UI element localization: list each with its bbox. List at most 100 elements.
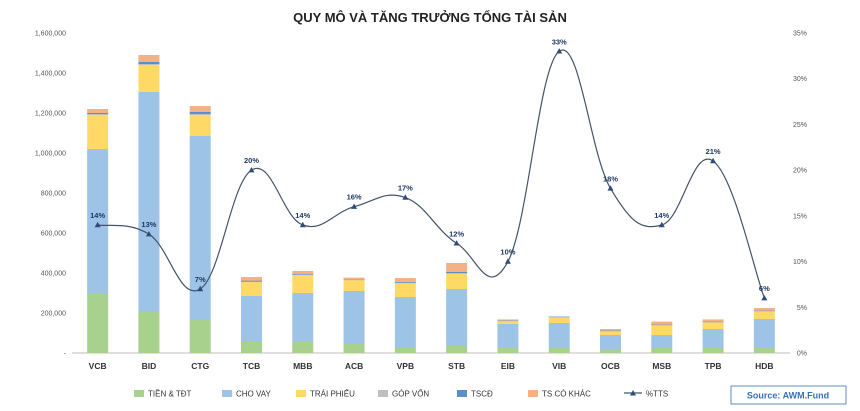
- x-category-label: BID: [142, 361, 157, 371]
- bar-mbb-series-5: [292, 271, 314, 274]
- bar-tpb-series-2: [702, 322, 724, 329]
- bar-hdb-series-4: [753, 310, 775, 312]
- legend-label: TS CÓ KHÁC: [542, 390, 591, 399]
- growth-marker: [402, 194, 409, 200]
- x-category-label: EIB: [501, 361, 515, 371]
- growth-marker: [248, 166, 255, 173]
- bar-vcb-series-0: [87, 294, 109, 353]
- growth-data-label: 6%: [759, 284, 770, 293]
- y2-tick-label: 0%: [797, 351, 807, 358]
- y2-tick-label: 35%: [793, 31, 807, 38]
- x-category-label: VPB: [397, 361, 414, 371]
- bar-vcb-series-3: [87, 114, 109, 115]
- growth-data-label: 7%: [195, 275, 206, 284]
- y-tick-label: 600,000: [41, 231, 66, 238]
- growth-data-label: 33%: [552, 37, 567, 46]
- bar-msb-series-1: [651, 335, 673, 348]
- legend-swatch: [296, 390, 306, 397]
- bar-tpb-series-1: [702, 329, 724, 348]
- bar-tcb-series-1: [241, 296, 262, 342]
- bar-ocb-series-0: [600, 349, 621, 353]
- legend-swatch: [457, 390, 467, 397]
- bar-tpb-series-5: [702, 319, 724, 322]
- x-category-label: CTG: [191, 361, 209, 371]
- legend: TIỀN & TĐT CHO VAY TRÁI PHIẾU GÓP VỐN TSCĐ TS…: [134, 389, 668, 399]
- bar-eib-series-4: [497, 320, 519, 321]
- y-axis-right: 0% 5% 10% 15% 20% 25% 30% 35%: [793, 31, 807, 358]
- growth-data-label: 14%: [295, 211, 310, 220]
- bar-vpb-series-1: [394, 297, 416, 348]
- bar-acb-series-3: [343, 279, 365, 281]
- growth-data-label: 18%: [603, 174, 618, 183]
- growth-marker: [607, 185, 614, 191]
- growth-marker: [453, 240, 460, 246]
- bar-mbb-series-3: [292, 274, 314, 276]
- growth-marker: [197, 285, 204, 292]
- growth-data-label: 17%: [398, 184, 413, 193]
- y-axis-left: - 200,000 400,000 600,000 800,000 1,000,000 1,…: [35, 31, 67, 358]
- bar-stb-series-5: [446, 263, 468, 272]
- legend-swatch: [222, 390, 232, 397]
- bar-acb-series-1: [343, 291, 365, 344]
- x-category-label: ACB: [345, 361, 363, 371]
- x-category-label: MBB: [293, 361, 312, 371]
- bar-acb-series-4: [343, 279, 365, 280]
- growth-marker: [504, 258, 511, 264]
- bar-mbb-series-1: [292, 293, 314, 342]
- bar-ctg-series-2: [189, 115, 211, 136]
- bar-mbb-series-2: [292, 275, 314, 293]
- growth-data-label: 20%: [244, 156, 259, 165]
- growth-marker: [658, 221, 665, 228]
- bar-hdb-series-0: [753, 347, 775, 353]
- growth-data-label: 10%: [500, 248, 515, 257]
- bar-stb-series-0: [446, 346, 468, 353]
- x-category-label: MSB: [652, 361, 671, 371]
- bar-hdb-series-2: [753, 311, 775, 319]
- bar-bid-series-0: [138, 312, 160, 353]
- bar-bid-series-3: [138, 64, 160, 65]
- bar-vcb-series-5: [87, 109, 109, 113]
- bar-msb-series-2: [651, 325, 673, 335]
- growth-marker: [94, 221, 101, 228]
- bar-eib-series-0: [497, 347, 519, 353]
- legend-label: TSCĐ: [471, 390, 493, 399]
- source-label: Source: AWM.Fund: [747, 391, 829, 401]
- y2-tick-label: 10%: [793, 259, 807, 266]
- growth-data-label: 12%: [449, 229, 464, 238]
- y-tick-label: 1,400,000: [35, 71, 66, 78]
- growth-marker: [556, 48, 563, 54]
- legend-label: TIỀN & TĐT: [148, 389, 192, 399]
- growth-data-label: 14%: [90, 211, 105, 220]
- legend-line-marker: [630, 390, 636, 396]
- x-category-label: OCB: [601, 361, 620, 371]
- bar-tpb-series-0: [702, 348, 724, 353]
- bar-ocb-series-5: [600, 329, 621, 331]
- x-category-label: TPB: [705, 361, 722, 371]
- bar-eib-series-3: [497, 320, 519, 322]
- bar-tcb-series-5: [241, 277, 262, 281]
- bar-hdb-series-5: [753, 308, 775, 311]
- bar-hdb-series-1: [753, 319, 775, 347]
- bar-eib-series-1: [497, 324, 519, 347]
- bar-vib-series-1: [548, 323, 570, 348]
- legend-swatch: [378, 390, 388, 397]
- bar-bid-series-5: [138, 55, 160, 62]
- legend-label: GÓP VỐN: [392, 389, 429, 399]
- bar-ocb-series-4: [600, 330, 621, 332]
- growth-marker: [710, 157, 717, 164]
- y-tick-label: 1,200,000: [35, 111, 66, 118]
- bar-stb-series-4: [446, 272, 468, 273]
- bar-eib-series-2: [497, 321, 519, 324]
- legend-label: TRÁI PHIẾU: [310, 389, 355, 399]
- bar-group: [87, 55, 775, 353]
- x-category-label: VIB: [552, 361, 566, 371]
- bar-ctg-series-0: [189, 320, 211, 353]
- y2-tick-label: 30%: [793, 76, 807, 83]
- bar-vpb-series-4: [394, 281, 416, 283]
- growth-data-label: 16%: [347, 193, 362, 202]
- bar-acb-series-0: [343, 344, 365, 353]
- growth-marker: [761, 294, 768, 301]
- x-axis-categories: VCB BID CTG TCB MBB ACB VPB STB EIB VIB OCB MSB TPB H…: [89, 361, 774, 371]
- bar-msb-series-4: [651, 324, 673, 326]
